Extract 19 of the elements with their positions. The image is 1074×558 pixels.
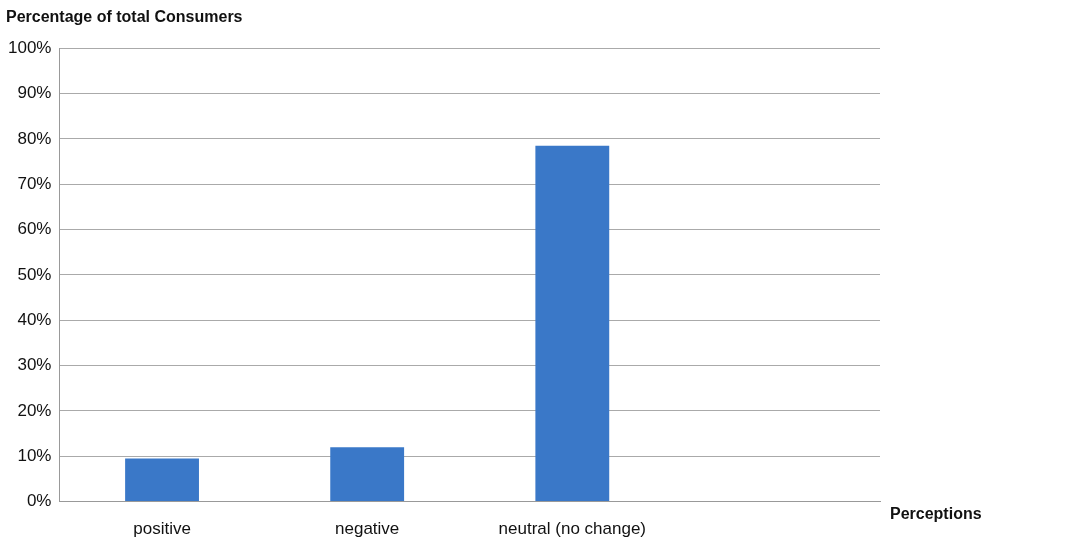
y-tick-label: 40% xyxy=(17,309,52,329)
x-tick-label: negative xyxy=(335,519,400,539)
y-tick-label: 90% xyxy=(17,83,52,103)
y-tick-label: 60% xyxy=(17,219,52,239)
y-tick-label: 30% xyxy=(17,355,52,375)
bar xyxy=(125,458,199,502)
y-tick-label: 80% xyxy=(17,128,52,148)
y-tick-label: 20% xyxy=(17,400,52,420)
x-tick-label: neutral (no change) xyxy=(498,519,647,539)
y-tick-label: 70% xyxy=(17,173,52,193)
y-tick-label: 100% xyxy=(8,37,52,57)
bar xyxy=(330,447,405,502)
bar xyxy=(535,145,610,502)
x-tick-label: positive xyxy=(133,519,191,539)
y-tick-label: 50% xyxy=(17,264,52,284)
y-tick-label: 0% xyxy=(26,491,52,511)
x-axis-title: Perceptions xyxy=(890,505,982,523)
y-tick-label: 10% xyxy=(17,445,52,465)
y-axis-title: Percentage of total Consumers xyxy=(6,8,243,26)
